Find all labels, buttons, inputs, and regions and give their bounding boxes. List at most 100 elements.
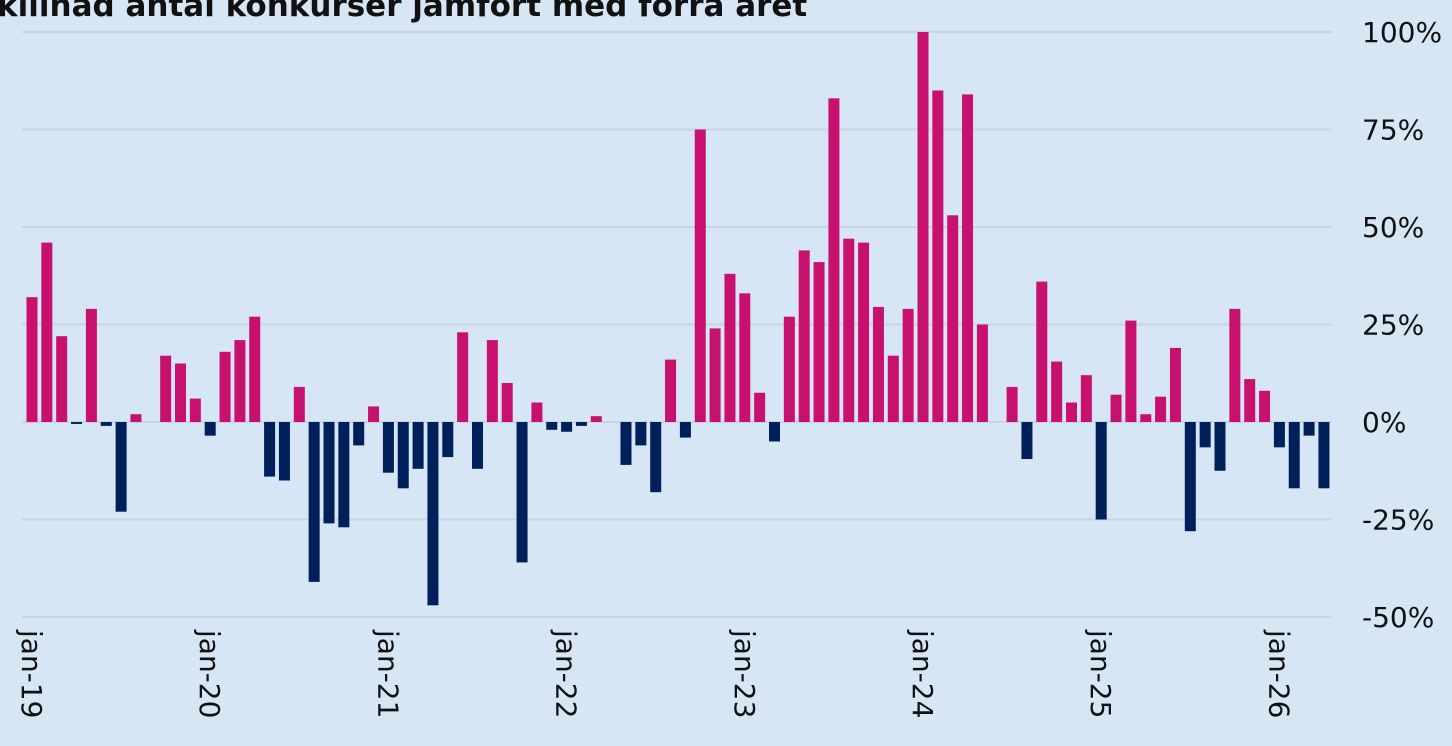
bar [1051,361,1063,422]
bar [575,422,587,426]
bar [368,406,380,422]
bar [783,316,795,422]
bar [1199,422,1211,448]
bar [679,422,691,438]
bar [204,422,216,436]
bar [1140,414,1152,422]
bar [694,129,706,422]
bar [650,422,662,493]
bar [754,392,766,422]
bar [26,297,38,422]
bar [427,422,439,606]
bar [353,422,365,446]
bar [234,340,246,422]
bar [442,422,454,458]
bar [457,332,469,422]
bar [1006,386,1018,422]
bar [338,422,350,528]
y-tick-label: -50% [1362,601,1434,634]
bar [739,293,751,422]
x-tick-label: jan-26 [1262,629,1295,718]
bar [41,242,53,422]
bar [278,422,290,481]
bar [397,422,409,489]
y-tick-label: 100% [1362,16,1442,49]
bar [115,422,127,512]
bar [249,316,261,422]
bar [71,422,83,424]
y-tick-label: 50% [1362,211,1424,244]
y-tick-label: 75% [1362,114,1424,147]
bar [1214,422,1226,471]
y-tick-label: -25% [1362,504,1434,537]
bar [472,422,483,469]
bar [1288,422,1300,489]
bar [1021,422,1033,460]
bar [486,340,498,422]
bar [1080,375,1092,422]
bar [100,422,112,426]
bar [546,422,558,430]
bar [887,355,899,422]
y-tick-label: 25% [1362,309,1424,342]
bar [531,402,543,422]
bar [412,422,424,469]
bar [85,308,97,422]
bar [1244,379,1256,422]
bar [1110,394,1122,422]
bar [1318,422,1330,489]
bar [219,351,231,422]
bar [590,416,602,422]
bar [382,422,394,473]
bar [1229,308,1241,422]
bar [769,422,780,442]
bar [308,422,320,582]
bar [516,422,528,563]
bar [917,32,929,422]
bar [1273,422,1285,448]
bar [1303,422,1315,436]
x-tick-label: jan-25 [1084,629,1117,718]
plot: -50% -25% 0% 25% 50% 75% 100% jan-19 jan-20 jan-2… [15,16,1442,718]
bar [160,355,172,422]
x-tick-label: jan-23 [728,629,761,718]
bar [1169,347,1181,422]
x-tick-label: jan-20 [193,629,226,718]
bar [1095,422,1107,520]
bar [1155,396,1167,422]
bar [1036,281,1048,422]
bar [130,414,142,422]
bar [56,336,68,422]
x-tick-label: jan-19 [15,629,48,718]
x-tick-label: jan-21 [371,629,404,718]
bar [561,422,573,432]
bar [175,363,186,422]
bar [798,250,810,422]
bar [843,238,855,422]
bar [501,383,513,422]
bar [665,359,677,422]
bar [976,324,988,422]
bar [872,306,884,422]
y-tick-label: 0% [1362,406,1406,439]
bar [962,94,974,423]
bar [1259,390,1271,422]
bar [1125,320,1137,422]
bar [264,422,276,477]
bar [709,328,721,422]
bar [1066,402,1077,422]
bar [189,398,201,422]
bar [293,386,305,422]
bar [635,422,647,446]
bar [858,242,870,422]
bar [902,308,914,422]
bar [813,262,825,422]
bar [620,422,632,465]
x-tick-label: jan-24 [906,629,939,718]
bar [932,90,944,422]
bar [724,273,736,422]
chart-title: killnad antal konkurser jämfört med förr… [0,0,807,24]
bar [323,422,335,524]
bar [947,215,959,422]
